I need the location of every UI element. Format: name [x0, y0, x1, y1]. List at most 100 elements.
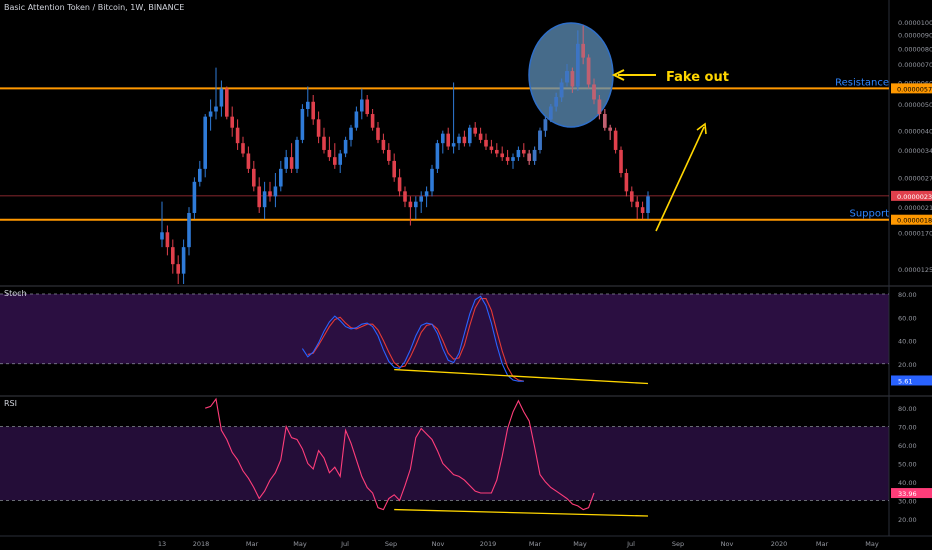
- stoch-tick-label: 60.00: [898, 314, 917, 322]
- candle-body: [381, 139, 386, 150]
- time-tick-label: May: [865, 540, 879, 548]
- candle-body: [554, 97, 558, 107]
- rsi-line: [205, 397, 595, 511]
- levels-layer: [0, 87, 889, 221]
- candle-body: [246, 153, 251, 169]
- rsi-tick-label: 80.00: [898, 405, 917, 413]
- candle-body: [392, 160, 396, 178]
- candle-body: [516, 149, 521, 158]
- candle-body: [214, 106, 218, 112]
- candle-body: [624, 173, 629, 192]
- rsi-tick-label: 70.00: [898, 424, 917, 432]
- stoch-title: Stoch: [4, 289, 27, 298]
- fake-out-arrowhead: [611, 69, 625, 81]
- candle-body: [586, 57, 591, 85]
- candle-body: [408, 201, 413, 208]
- candle-body: [635, 201, 639, 208]
- candle-body: [273, 186, 278, 197]
- time-tick-label: 2019: [480, 540, 497, 548]
- time-tick-label: Mar: [816, 540, 829, 548]
- rsi-tick-label: 20.00: [898, 516, 917, 524]
- candle-body: [176, 264, 180, 274]
- candle-body: [316, 119, 321, 137]
- stoch-k-line: [301, 295, 524, 382]
- time-tick-label: Nov: [432, 540, 445, 548]
- candle-body: [619, 149, 623, 174]
- time-tick-label: Jul: [340, 540, 349, 548]
- candle-body: [495, 149, 499, 154]
- rsi-tick-label: 40.00: [898, 479, 917, 487]
- candle-body: [262, 191, 267, 208]
- time-tick-label: Sep: [385, 540, 397, 548]
- candle-body: [522, 149, 526, 154]
- candle-body: [640, 207, 645, 213]
- stoch-tick-label: 20.00: [898, 361, 917, 369]
- candle-body: [343, 139, 348, 154]
- rsi-value-badge-bg: [891, 488, 932, 499]
- candle-body: [608, 127, 612, 131]
- stoch-tick-label: 80.00: [898, 291, 917, 299]
- rsi-divergence-line: [394, 508, 649, 517]
- candle-body: [597, 99, 602, 115]
- candle-body: [565, 71, 569, 83]
- candle-body: [603, 114, 607, 128]
- candle-body: [500, 153, 504, 158]
- rsi-title: RSI: [4, 399, 17, 408]
- stoch-divergence-line: [394, 368, 649, 385]
- candle-body: [365, 99, 369, 115]
- candle-body: [478, 133, 483, 140]
- rsi-tick-label: 60.00: [898, 442, 917, 450]
- candle-body: [376, 127, 380, 140]
- annotations-layer: Fake out Resistance Support Stoch RSI: [4, 22, 889, 408]
- candle-body: [257, 186, 261, 208]
- resistance-price-badge: 0.00000571: [897, 85, 932, 93]
- candle-body: [435, 143, 440, 169]
- candle-body: [424, 191, 429, 197]
- last-price-badge-bg: [891, 190, 932, 201]
- candle-body: [225, 88, 229, 117]
- candle-body: [300, 108, 305, 140]
- candle-body: [241, 143, 245, 154]
- stoch-value-badge-bg: [891, 375, 932, 386]
- indicator-bands: [0, 294, 889, 501]
- rsi-band: [0, 426, 889, 501]
- time-axis[interactable]: 13 2018 Mar May Jul Sep Nov 2019 Mar May Jul Sep Nov…: [158, 540, 879, 548]
- candle-body: [468, 127, 472, 144]
- candle-body: [370, 114, 375, 128]
- candle-body: [576, 43, 580, 87]
- candle-body: [354, 111, 359, 128]
- stoch-value-badge: 5.61: [898, 377, 912, 385]
- stoch-tick-label: 40.00: [898, 338, 917, 346]
- candle-body: [187, 212, 191, 248]
- candle-body: [484, 139, 488, 147]
- candle-body: [532, 149, 537, 161]
- candle-body: [295, 139, 299, 169]
- candle-body: [419, 196, 423, 202]
- candle-body: [171, 247, 175, 265]
- candle-body: [397, 177, 402, 192]
- candle-body: [630, 191, 634, 202]
- candle-body: [543, 119, 548, 131]
- time-tick-label: Mar: [529, 540, 542, 548]
- candle-body: [165, 232, 170, 248]
- resistance-label: Resistance: [835, 77, 889, 88]
- candle-body: [570, 71, 575, 87]
- candle-body: [160, 232, 164, 240]
- candle-body: [192, 181, 197, 213]
- projection-arrowhead: [696, 122, 707, 135]
- candle-body: [549, 106, 553, 120]
- candle-body: [338, 153, 342, 165]
